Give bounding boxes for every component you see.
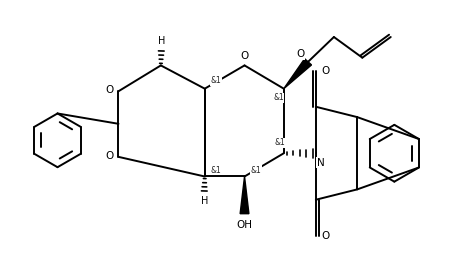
Text: H: H bbox=[157, 36, 165, 46]
Text: OH: OH bbox=[236, 220, 252, 230]
Text: &1: &1 bbox=[273, 94, 283, 102]
Text: &1: &1 bbox=[250, 166, 261, 175]
Text: O: O bbox=[320, 231, 329, 241]
Text: &1: &1 bbox=[274, 138, 284, 147]
Text: O: O bbox=[105, 151, 113, 161]
Text: &1: &1 bbox=[210, 166, 221, 175]
Text: O: O bbox=[105, 85, 113, 95]
Polygon shape bbox=[283, 59, 311, 89]
Text: &1: &1 bbox=[210, 76, 221, 86]
Text: O: O bbox=[239, 51, 248, 61]
Text: N: N bbox=[316, 158, 324, 167]
Text: O: O bbox=[296, 49, 304, 59]
Text: O: O bbox=[320, 66, 329, 76]
Polygon shape bbox=[240, 177, 248, 214]
Text: H: H bbox=[200, 196, 207, 206]
